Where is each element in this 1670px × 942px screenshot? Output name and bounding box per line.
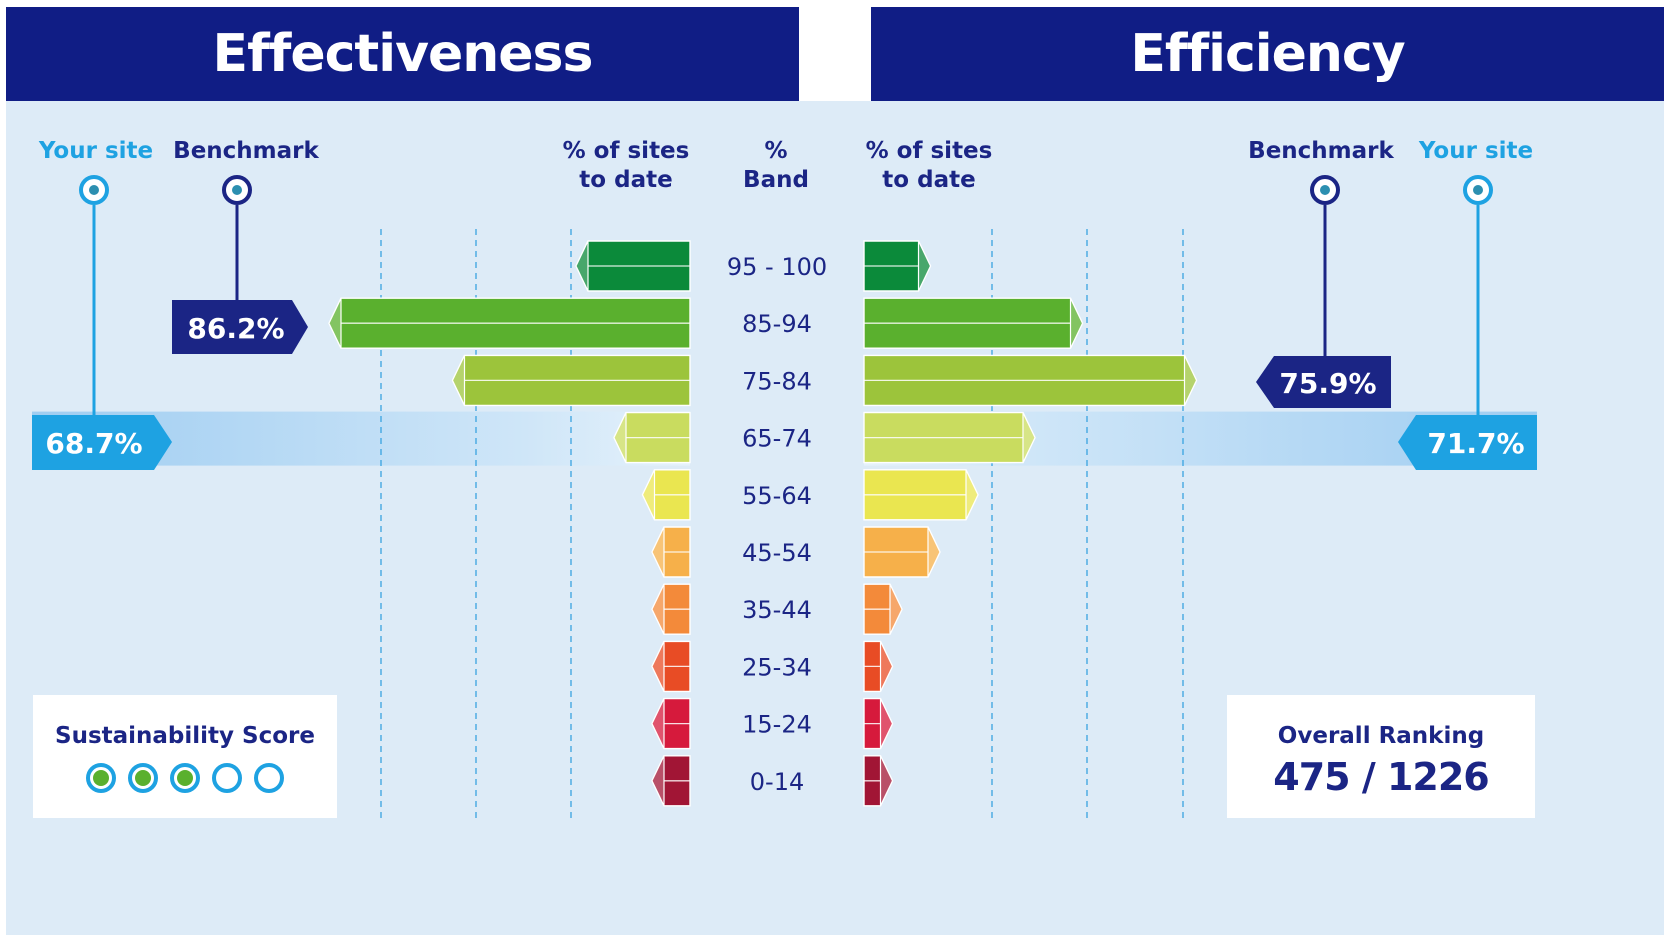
effectiveness-your-site-tag [32, 415, 172, 470]
band-label-1: 95 - 100 [727, 253, 827, 281]
efficiency-header: Efficiency [871, 7, 1664, 101]
effectiveness-bar-cap-3 [451, 355, 466, 406]
efficiency-your-site-tag [1398, 415, 1537, 470]
efficiency-bar-cap-2 [1069, 297, 1084, 349]
efficiency-benchmark-value: 75.9% [1279, 367, 1376, 400]
overall-ranking-box: Overall Ranking 475 / 1226 [1227, 695, 1535, 818]
effectiveness-bar-cap-7 [651, 583, 665, 635]
your-site-label-right: Your site [1418, 138, 1534, 164]
band-label-2: 85-94 [742, 310, 812, 338]
your-site-label-left: Your site [38, 138, 154, 164]
effectiveness-bar-cap-1 [575, 240, 589, 292]
effectiveness-benchmark-pin-dot [232, 185, 242, 195]
score-dot-4 [212, 763, 242, 793]
efficiency-bar-cap-3 [1183, 355, 1198, 406]
overall-ranking-value: 475 / 1226 [1273, 755, 1489, 799]
score-dot-fill [135, 770, 151, 786]
efficiency-benchmark-pin-dot [1320, 185, 1330, 195]
effectiveness-your-site-value: 68.7% [45, 427, 142, 460]
effectiveness-header: Effectiveness [6, 7, 799, 101]
efficiency-bar-cap-8 [879, 641, 894, 692]
band-label-10: 0-14 [750, 768, 804, 796]
effectiveness-bar-cap-6 [651, 526, 665, 578]
score-dot-1 [86, 763, 116, 793]
band-label-7: 35-44 [742, 596, 812, 624]
effectiveness-bar-cap-8 [651, 641, 665, 692]
band-label-8: 25-34 [742, 653, 812, 681]
efficiency-bar-cap-10 [879, 755, 894, 807]
efficiency-benchmark-tag [1256, 356, 1391, 408]
sustainability-score-dots [33, 763, 337, 793]
efficiency-your-site-pin-dot [1473, 185, 1483, 195]
benchmark-label-right: Benchmark [1248, 138, 1394, 164]
band-label-6: 45-54 [742, 539, 812, 567]
band-chart: 95 - 100 85-94 75-84 65-74 55-64 45-54 35-44 25… [32, 175, 1537, 819]
efficiency-your-site-value: 71.7% [1427, 427, 1524, 460]
efficiency-bar-cap-9 [879, 698, 894, 749]
efficiency-bar-cap-1 [917, 240, 932, 292]
band-label-9: 15-24 [742, 711, 812, 739]
effectiveness-your-site-pin-dot [89, 185, 99, 195]
band-label-3: 75-84 [742, 367, 812, 395]
chart-panel: 95 - 100 85-94 75-84 65-74 55-64 45-54 35-44 25… [6, 101, 1664, 935]
score-dot-3 [170, 763, 200, 793]
effectiveness-bar-cap-2 [328, 297, 342, 349]
effectiveness-bar-cap-9 [651, 698, 665, 749]
effectiveness-benchmark-tag [172, 300, 308, 354]
score-dot-fill [93, 770, 109, 786]
pct-sites-label-left: % of sites to date [562, 138, 690, 193]
score-dot-5 [254, 763, 284, 793]
band-label-5: 55-64 [742, 482, 812, 510]
pct-sites-label-right: % of sites to date [865, 138, 993, 193]
band-label-4: 65-74 [742, 425, 812, 453]
sustainability-score-box: Sustainability Score [33, 695, 337, 818]
sustainability-score-title: Sustainability Score [55, 723, 315, 749]
benchmark-label-left: Benchmark [173, 138, 319, 164]
effectiveness-bar-cap-5 [641, 469, 656, 521]
efficiency-bar-cap-6 [927, 526, 941, 578]
overall-ranking-title: Overall Ranking [1277, 723, 1485, 749]
score-dot-2 [128, 763, 158, 793]
efficiency-bar-cap-7 [889, 583, 903, 635]
effectiveness-bar-cap-10 [651, 755, 665, 807]
efficiency-bar-cap-5 [965, 469, 979, 521]
band-header-label: % Band [743, 138, 809, 193]
effectiveness-benchmark-value: 86.2% [187, 312, 284, 345]
score-dot-fill [177, 770, 193, 786]
